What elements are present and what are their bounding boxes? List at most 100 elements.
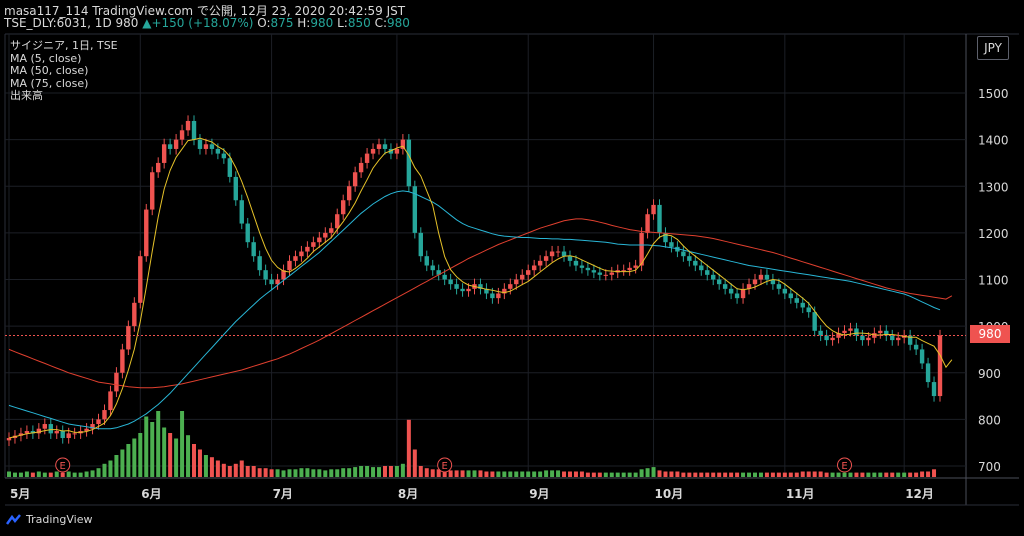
volume-bar <box>836 472 841 477</box>
candle-body <box>239 200 244 224</box>
volume-bar <box>890 472 895 477</box>
candle-body <box>138 256 143 303</box>
low-value: 850 <box>347 16 371 30</box>
volume-bar <box>872 472 877 477</box>
x-tick-label: 7月 <box>273 487 293 501</box>
candle-body <box>907 335 913 345</box>
volume-bar <box>359 466 364 477</box>
candle-body <box>382 144 388 149</box>
legend-volume[interactable]: 出来高 <box>10 89 43 102</box>
candle-body <box>645 214 650 233</box>
volume-bar <box>257 468 262 477</box>
volume-bar <box>770 472 775 477</box>
candle-body <box>681 251 686 257</box>
volume-bar <box>293 469 298 477</box>
volume-bar <box>239 460 244 477</box>
candle-body <box>746 284 752 289</box>
brand-label: TradingView <box>26 513 93 526</box>
volume-bar <box>657 470 662 477</box>
candle-body <box>478 284 483 289</box>
candle-body <box>502 288 507 294</box>
candle-body <box>120 349 125 373</box>
volume-bar <box>747 472 752 477</box>
volume-bar <box>203 455 208 477</box>
x-tick-label: 12月 <box>905 487 934 501</box>
candle-body <box>90 424 95 429</box>
volume-bar <box>788 472 793 477</box>
volume-bar <box>412 449 417 477</box>
candle-body <box>341 200 346 215</box>
volume-bar <box>275 469 280 477</box>
candle-body <box>585 267 591 271</box>
volume-bar <box>126 444 131 477</box>
volume-bar <box>120 449 125 477</box>
legend-ma5[interactable]: MA (5, close) <box>10 51 82 65</box>
currency-button[interactable]: JPY <box>977 36 1009 60</box>
candle-body <box>400 139 406 149</box>
candle-body <box>878 330 883 334</box>
volume-bar <box>782 472 787 477</box>
volume-bar <box>30 472 35 477</box>
ma75-line <box>8 218 953 389</box>
candle-body <box>919 349 925 364</box>
volume-bar <box>317 469 322 477</box>
candle-body <box>144 209 149 257</box>
volume-bar <box>908 472 913 477</box>
candle-body <box>687 256 692 261</box>
candle-body <box>520 274 525 280</box>
volume-bar <box>866 472 871 477</box>
candle-body <box>209 144 215 149</box>
volume-bar <box>24 471 29 477</box>
candle-body <box>770 279 776 285</box>
volume-bar <box>514 471 519 477</box>
volume-bar <box>478 470 483 477</box>
y-tick-label: 1500 <box>978 87 1009 101</box>
candle-body <box>896 337 901 341</box>
last-price: 980 <box>115 16 139 30</box>
candle-body <box>394 148 400 154</box>
volume-bar <box>263 468 268 477</box>
volume-bar <box>854 472 859 477</box>
volume-bar <box>812 471 817 477</box>
y-tick-label: 1200 <box>978 227 1009 241</box>
legend-ma75[interactable]: MA (75, close) <box>10 76 89 90</box>
volume-bar <box>209 457 214 477</box>
candle-body <box>203 144 209 149</box>
candle-body <box>36 428 42 434</box>
legend-title[interactable]: サイジニア, 1日, TSE <box>10 39 118 52</box>
candle-body <box>48 424 53 434</box>
volume-bar <box>162 427 167 477</box>
volume-bar <box>394 466 399 477</box>
volume-bar <box>860 472 865 477</box>
brand[interactable]: TradingView <box>6 513 92 526</box>
volume-bar <box>7 471 11 477</box>
y-tick-label: 1100 <box>978 274 1009 288</box>
volume-bar <box>400 463 405 477</box>
candle-body <box>537 260 543 266</box>
volume-bar <box>466 470 471 477</box>
volume-bar <box>562 471 567 477</box>
volume-bar <box>221 463 226 477</box>
candle-body <box>102 410 107 420</box>
volume-bar <box>430 469 435 477</box>
candle-body <box>549 251 555 257</box>
volume-bar <box>752 472 757 477</box>
candle-body <box>323 232 328 238</box>
candle-body <box>197 139 203 149</box>
close-value: 980 <box>386 16 410 30</box>
volume-bar <box>681 472 686 477</box>
volume-bar <box>687 472 692 477</box>
candle-body <box>305 246 310 252</box>
candle-body <box>603 274 608 276</box>
legend-ma50[interactable]: MA (50, close) <box>10 64 89 77</box>
candle-body <box>651 204 656 215</box>
candle-body <box>352 172 358 187</box>
candle-body <box>699 265 704 271</box>
candle-body <box>543 256 549 261</box>
volume-bar <box>675 471 680 477</box>
volume-bar <box>806 471 811 477</box>
volume-bar <box>597 472 602 477</box>
candle-body <box>937 335 943 397</box>
volume-bar <box>299 468 304 477</box>
